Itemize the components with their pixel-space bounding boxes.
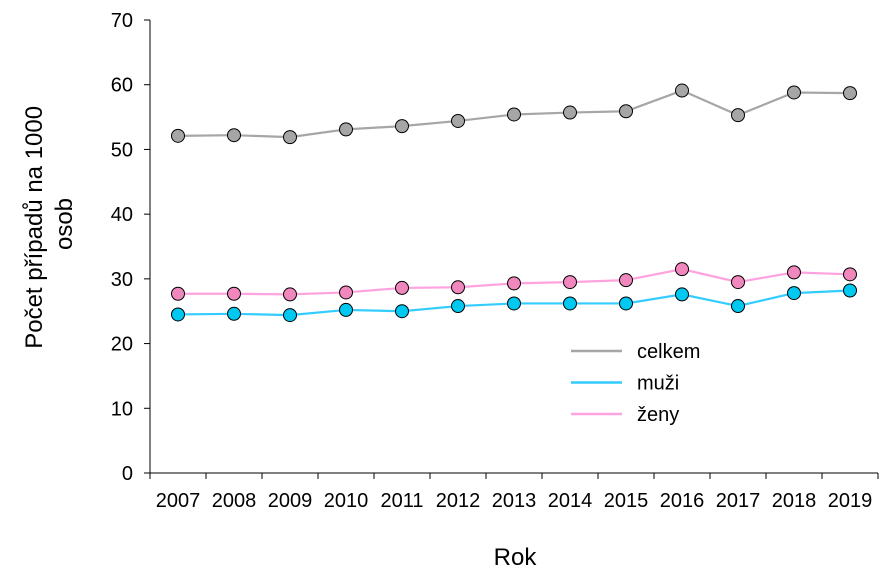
legend-label: muži	[637, 373, 679, 395]
data-point	[171, 286, 185, 301]
data-point	[227, 306, 241, 321]
data-point	[283, 130, 297, 145]
x-tick-label: 2007	[156, 490, 201, 512]
series-layer	[171, 83, 857, 323]
data-point	[675, 83, 689, 98]
y-tick-label: 60	[111, 75, 133, 97]
data-point	[507, 296, 521, 311]
data-point	[731, 108, 745, 123]
data-point	[843, 86, 857, 101]
data-point	[675, 262, 689, 277]
data-point	[507, 276, 521, 291]
x-tick-label: 2019	[828, 490, 873, 512]
x-tick-label: 2018	[772, 490, 817, 512]
data-point	[563, 296, 577, 311]
x-tick-label: 2011	[380, 490, 423, 512]
y-tick-label: 10	[111, 398, 133, 420]
legend-label: ženy	[637, 404, 679, 426]
data-point	[395, 119, 409, 134]
y-axis-title: Počet případů na 1000 osob	[21, 99, 78, 349]
y-axis: 0 10 20 30 40 50 60 70	[111, 10, 151, 485]
data-point	[507, 107, 521, 122]
x-tick-label: 2015	[604, 490, 649, 512]
x-axis: 2007 2008 2009 2010 2011 2012 2013 2014 2015 2016…	[149, 472, 879, 512]
data-point	[227, 286, 241, 301]
y-tick-label: 20	[111, 334, 133, 356]
data-point	[451, 280, 465, 295]
x-tick-label: 2014	[548, 490, 593, 512]
y-tick-label: 0	[122, 463, 133, 485]
data-point	[283, 308, 297, 323]
x-tick-label: 2012	[436, 490, 481, 512]
data-point	[675, 287, 689, 302]
y-tick-label: 40	[111, 204, 133, 226]
y-tick-label: 30	[111, 269, 133, 291]
data-point	[619, 273, 633, 288]
x-tick-label: 2017	[716, 490, 761, 512]
series-ženy	[171, 262, 857, 302]
x-axis-title: Rok	[494, 544, 538, 571]
x-tick-label: 2016	[660, 490, 705, 512]
y-axis-title-line-1: Počet případů na 1000	[21, 106, 48, 349]
data-point	[563, 275, 577, 290]
x-tick-label: 2013	[492, 490, 537, 512]
data-point	[395, 280, 409, 295]
y-tick-label: 50	[111, 139, 133, 161]
legend: celkem muži ženy	[571, 341, 700, 426]
data-point	[171, 307, 185, 322]
data-point	[731, 299, 745, 314]
y-axis-title-line-2: osob	[51, 198, 78, 250]
data-point	[171, 128, 185, 143]
data-point	[451, 113, 465, 128]
data-point	[787, 286, 801, 301]
legend-label: celkem	[637, 341, 700, 363]
x-tick-label: 2009	[268, 490, 313, 512]
data-point	[395, 304, 409, 319]
data-point	[227, 128, 241, 143]
y-tick-label: 70	[111, 10, 133, 32]
data-point	[451, 299, 465, 314]
x-tick-label: 2008	[212, 490, 257, 512]
x-tick-label: 2010	[324, 490, 369, 512]
series-celkem	[171, 83, 857, 145]
data-point	[843, 283, 857, 298]
data-point	[339, 122, 353, 137]
data-point	[339, 285, 353, 300]
data-point	[339, 302, 353, 317]
data-point	[563, 105, 577, 120]
series-muži	[171, 283, 857, 323]
data-point	[619, 104, 633, 119]
data-point	[787, 85, 801, 100]
data-point	[619, 296, 633, 311]
data-point	[283, 287, 297, 302]
data-point	[843, 267, 857, 282]
data-point	[731, 275, 745, 290]
data-point	[787, 265, 801, 280]
